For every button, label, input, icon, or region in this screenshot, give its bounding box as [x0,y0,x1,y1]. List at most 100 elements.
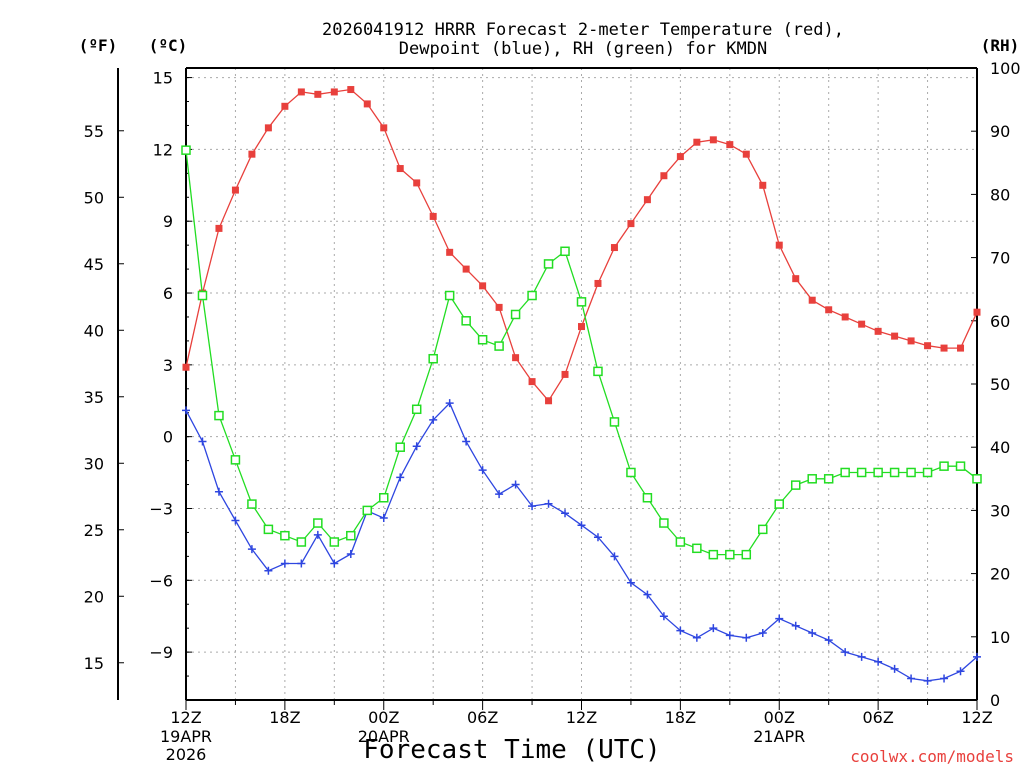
rh-line [185,150,978,556]
dewpoint-point [445,399,454,408]
temp-point [429,212,437,220]
rh-tick-label: 90 [990,122,1010,141]
dewpoint-point [297,559,306,568]
dewpoint-point [412,442,421,451]
dewpoint-point [198,437,207,446]
rh-point [444,290,455,301]
rh-point [313,518,323,528]
temp-point [330,88,338,96]
rh-point [494,341,504,351]
fahrenheit-tick-label: 30 [84,454,104,473]
dewpoint-point [182,406,190,415]
temp-point [693,138,701,146]
dewpoint-point [330,559,339,568]
temp-point [215,224,223,232]
dewpoint-point [791,621,800,630]
rh-point [510,309,521,320]
dewpoint-point [511,480,520,489]
rh-point [972,474,982,484]
time-tick-label: 06Z [467,708,498,727]
temp-point [742,150,750,158]
temp-line [185,88,978,402]
rh-point [659,518,669,528]
temp-point [792,275,800,283]
rh-point [543,259,554,269]
rh-point [626,467,636,478]
rh-point [263,524,274,535]
celsius-tick-label: −6 [149,571,173,590]
dewpoint-point [429,415,438,424]
celsius-tick-label: 3 [163,356,173,375]
rh-point [692,543,702,554]
temp-point [380,124,388,132]
time-tick-label: 00Z [368,708,399,727]
fahrenheit-tick-label: 45 [84,255,104,274]
temp-point [396,165,404,173]
chart-title-line-1: 2026041912 HRRR Forecast 2-meter Tempera… [322,20,844,40]
dewpoint-point [940,674,949,683]
temp-point [610,244,618,252]
dewpoint-point [264,566,273,575]
temp-point [363,100,371,108]
temp-point [841,313,849,321]
temp-point [627,220,635,228]
dewpoint-point [874,657,883,666]
rh-point [280,530,290,541]
temp-point [940,344,948,352]
dewpoint-point [907,674,916,683]
celsius-tick-label: 0 [163,428,173,447]
dewpoint-point [841,648,850,657]
temp-point [446,248,454,256]
rh-tick-label: 0 [990,691,1000,710]
temp-point [858,320,866,328]
fahrenheit-tick-label: 55 [84,122,104,141]
tick-labels: 15129630−3−6−955504540353025201501020304… [84,59,1021,764]
dewpoint-point [610,552,619,561]
rh-point [774,499,784,509]
credit-label: coolwx.com/models [850,747,1014,766]
rh-tick-label: 40 [990,438,1010,457]
rh-point [560,246,570,257]
celsius-tick-label: −3 [149,499,173,518]
celsius-tick-label: 15 [153,69,173,88]
date-tick-label: 21APR [753,727,805,746]
temp-point [495,303,503,311]
rh-point [906,467,916,478]
dewpoint-point [973,652,981,661]
rh-point [955,461,966,471]
rh-tick-label: 10 [990,628,1010,647]
axes [117,67,978,710]
dewpoint-point [346,549,355,558]
rh-point [840,467,850,478]
temp-point [891,332,899,340]
rh-tick-label: 20 [990,565,1010,584]
rh-point [346,530,356,541]
rh-point [807,474,817,484]
rh-point [477,335,488,345]
rh-point [461,316,471,326]
dewpoint-point [890,664,899,673]
rh-point [675,537,686,547]
dewpoint-point [593,533,602,542]
rh-point [856,467,867,478]
temp-point [528,378,536,386]
time-tick-label: 18Z [665,708,696,727]
temp-point [413,179,421,187]
rh-tick-label: 30 [990,501,1010,520]
dewpoint-point [528,502,537,511]
temp-point [297,88,305,96]
rh-point [411,404,422,415]
temp-point [545,397,553,405]
time-tick-label: 18Z [269,708,300,727]
time-tick-label: 12Z [170,708,201,727]
celsius-tick-label: 12 [153,140,173,159]
dewpoint-point [676,626,685,635]
rh-tick-label: 100 [990,59,1021,78]
fahrenheit-tick-label: 40 [84,321,104,340]
dewpoint-point [379,514,388,523]
rh-point [889,467,900,478]
rh-point [725,549,735,560]
x-axis-label: Forecast Time (UTC) [363,735,660,765]
temp-point [874,327,882,335]
data-series [181,86,982,685]
